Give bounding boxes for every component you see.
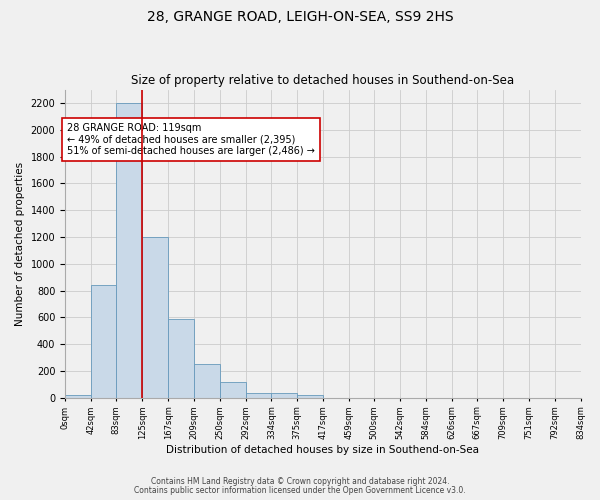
Bar (271, 393, 297, 398)
Bar (220, 382, 245, 398)
Text: 28 GRANGE ROAD: 119sqm
← 49% of detached houses are smaller (2,395)
51% of semi-: 28 GRANGE ROAD: 119sqm ← 49% of detached… (67, 123, 315, 156)
Title: Size of property relative to detached houses in Southend-on-Sea: Size of property relative to detached ho… (131, 74, 514, 87)
Bar (168, 318, 194, 398)
Text: 28, GRANGE ROAD, LEIGH-ON-SEA, SS9 2HS: 28, GRANGE ROAD, LEIGH-ON-SEA, SS9 2HS (146, 10, 454, 24)
Text: Contains public sector information licensed under the Open Government Licence v3: Contains public sector information licen… (134, 486, 466, 495)
X-axis label: Distribution of detached houses by size in Southend-on-Sea: Distribution of detached houses by size … (166, 445, 479, 455)
Bar (142, 237, 168, 398)
Bar (245, 393, 271, 398)
Y-axis label: Number of detached properties: Number of detached properties (15, 162, 25, 326)
Bar (65, 395, 91, 398)
Bar (91, 285, 116, 398)
Text: Contains HM Land Registry data © Crown copyright and database right 2024.: Contains HM Land Registry data © Crown c… (151, 477, 449, 486)
Bar (297, 395, 323, 398)
Bar (116, 103, 142, 398)
Bar (194, 364, 220, 398)
